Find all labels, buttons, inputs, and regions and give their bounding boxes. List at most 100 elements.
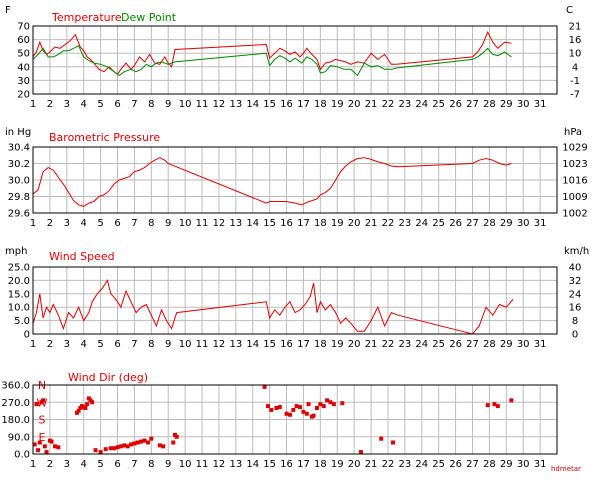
x-tick-label: 17 bbox=[297, 99, 310, 110]
x-tick-label: 19 bbox=[331, 99, 344, 110]
data-point bbox=[306, 402, 311, 407]
x-tick-label: 11 bbox=[196, 339, 209, 350]
x-tick-label: 23 bbox=[399, 339, 412, 350]
winddir-title: Wind Dir (deg) bbox=[68, 371, 148, 384]
x-tick-label: 15 bbox=[263, 218, 276, 229]
data-point bbox=[269, 407, 274, 412]
y-tick-label: 5.0 bbox=[14, 316, 30, 327]
data-point bbox=[298, 405, 303, 410]
temperature-frame bbox=[32, 25, 558, 95]
pressure-frame bbox=[32, 146, 558, 214]
x-tick-label: 25 bbox=[432, 218, 445, 229]
x-tick-label: 12 bbox=[213, 99, 226, 110]
y-tick-label-right: 1016 bbox=[562, 176, 587, 187]
x-tick-label: 11 bbox=[196, 99, 209, 110]
data-point bbox=[358, 450, 363, 455]
y-tick-label: 180.0 bbox=[1, 415, 30, 426]
x-tick-label: 19 bbox=[331, 339, 344, 350]
y-tick-label-right: 1029 bbox=[562, 143, 587, 154]
data-point bbox=[318, 402, 323, 407]
x-tick-label: 28 bbox=[483, 339, 496, 350]
x-tick-label: 24 bbox=[415, 99, 428, 110]
data-point bbox=[314, 406, 319, 410]
data-point bbox=[98, 450, 103, 455]
x-tick-label: 1 bbox=[30, 99, 36, 110]
x-tick-label: 20 bbox=[348, 218, 361, 229]
temperature-title: Temperature bbox=[51, 11, 122, 24]
x-tick-label: 5 bbox=[97, 459, 103, 470]
temperature-y-ticks-right: -7 -1 4 10 16 21 bbox=[569, 22, 582, 101]
data-point bbox=[277, 405, 282, 410]
windspeed-series bbox=[32, 279, 514, 335]
x-tick-label: 30 bbox=[517, 459, 530, 470]
y-tick-label-right: 1002 bbox=[562, 209, 587, 220]
x-tick-label: 1 bbox=[30, 459, 36, 470]
compass-label: E bbox=[39, 431, 46, 444]
x-tick-label: 28 bbox=[483, 459, 496, 470]
y-tick-label: 20.0 bbox=[8, 276, 30, 287]
winddir-panel: Wind Dir (deg) NWSE 0.090.0180.0270.0360… bbox=[1, 371, 558, 470]
x-tick-label: 3 bbox=[64, 99, 70, 110]
x-tick-label: 13 bbox=[229, 99, 242, 110]
data-point bbox=[49, 439, 54, 444]
x-tick-label: 3 bbox=[64, 218, 70, 229]
pressure-unit-left: in Hg bbox=[5, 127, 31, 138]
x-tick-label: 7 bbox=[131, 339, 137, 350]
x-tick-label: 27 bbox=[466, 459, 479, 470]
y-tick-label: 90.0 bbox=[8, 432, 30, 443]
y-tick-label: 0 bbox=[24, 330, 30, 341]
x-tick-label: 16 bbox=[280, 218, 293, 229]
x-tick-label: 13 bbox=[229, 459, 242, 470]
x-tick-label: 8 bbox=[148, 99, 154, 110]
x-tick-label: 16 bbox=[280, 339, 293, 350]
x-tick-label: 5 bbox=[97, 99, 103, 110]
x-tick-label: 25 bbox=[432, 99, 445, 110]
data-point bbox=[161, 444, 166, 449]
x-tick-label: 18 bbox=[314, 99, 327, 110]
x-tick-label: 4 bbox=[81, 99, 87, 110]
x-tick-label: 24 bbox=[415, 459, 428, 470]
temperature-unit-left: F bbox=[5, 5, 11, 16]
data-point bbox=[135, 440, 140, 445]
data-point bbox=[331, 402, 336, 407]
data-point bbox=[321, 404, 326, 409]
data-point bbox=[311, 413, 316, 418]
pressure-panel: in Hg hPa Barometric Pressure 29.6 29.8 30… bbox=[5, 127, 588, 229]
temperature-series bbox=[32, 31, 512, 77]
x-tick-label: 12 bbox=[213, 218, 226, 229]
x-tick-label: 22 bbox=[382, 99, 395, 110]
x-tick-label: 20 bbox=[348, 339, 361, 350]
data-point bbox=[108, 446, 113, 451]
temperature-y-ticks: 20 30 40 50 60 70 bbox=[17, 22, 30, 101]
x-tick-label: 26 bbox=[449, 99, 462, 110]
data-point bbox=[171, 440, 176, 445]
data-point bbox=[379, 436, 384, 441]
x-tick-label: 13 bbox=[229, 218, 242, 229]
data-point bbox=[93, 448, 98, 453]
x-tick-label: 3 bbox=[64, 339, 70, 350]
x-tick-label: 17 bbox=[297, 339, 310, 350]
x-tick-label: 8 bbox=[148, 459, 154, 470]
data-point bbox=[262, 384, 267, 389]
x-tick-label: 8 bbox=[148, 218, 154, 229]
x-tick-label: 16 bbox=[280, 99, 293, 110]
windspeed-unit-left: mph bbox=[5, 246, 27, 257]
winddir-grid bbox=[32, 384, 558, 455]
y-tick-label: 0.0 bbox=[14, 450, 30, 461]
x-tick-label: 23 bbox=[399, 99, 412, 110]
x-tick-label: 7 bbox=[131, 99, 137, 110]
y-tick-label: 25.0 bbox=[8, 263, 30, 274]
data-point bbox=[56, 445, 61, 450]
winddir-x-ticks: 1 2 3 4 5 6 7 8 9 10 11 12 13 14 15 16 17 18 19 20 21 22 23 24 2… bbox=[30, 459, 547, 470]
plot-background bbox=[33, 267, 557, 334]
x-tick-label: 22 bbox=[382, 459, 395, 470]
y-tick-label: 270.0 bbox=[1, 398, 30, 409]
data-point bbox=[52, 444, 57, 449]
x-tick-label: 1 bbox=[30, 218, 36, 229]
data-point bbox=[340, 401, 345, 406]
series-line bbox=[32, 157, 512, 207]
y-tick-label: 60 bbox=[17, 35, 30, 46]
data-point bbox=[325, 398, 330, 403]
data-point bbox=[125, 444, 130, 449]
